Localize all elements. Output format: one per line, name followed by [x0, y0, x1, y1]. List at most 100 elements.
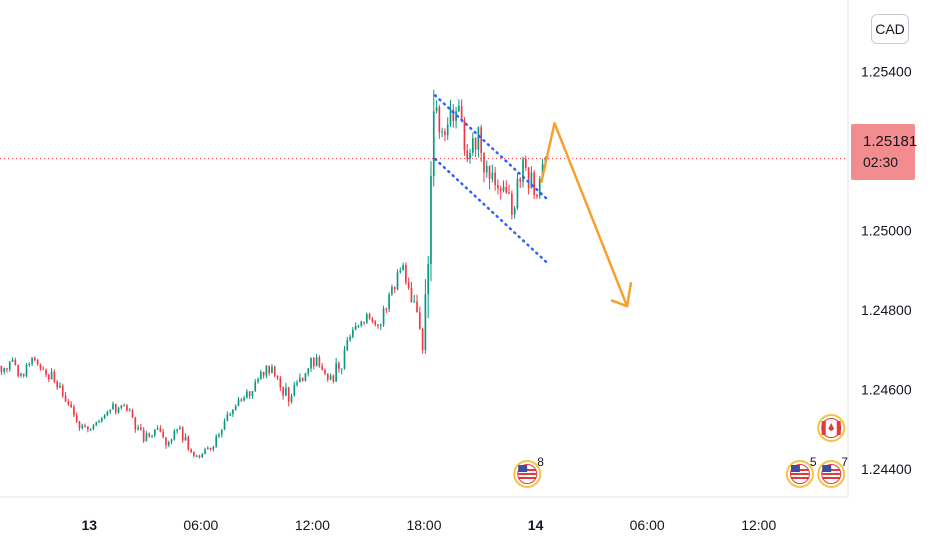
candle-body — [432, 111, 435, 176]
candle-body — [248, 391, 251, 397]
candle-body — [438, 107, 441, 133]
candle-body — [416, 301, 418, 313]
candle — [396, 269, 399, 291]
candle — [162, 428, 165, 439]
candle-body — [343, 349, 346, 369]
candle — [483, 152, 485, 183]
candle — [184, 433, 187, 441]
candle — [538, 175, 541, 199]
candle — [279, 375, 282, 391]
candle-body — [346, 339, 349, 350]
drawing-annotations — [433, 94, 633, 308]
candle-body — [410, 288, 413, 303]
candle-body — [273, 366, 276, 376]
candle — [346, 336, 349, 352]
candle — [131, 408, 134, 419]
candle-body — [56, 381, 59, 388]
us-event-icon[interactable]: 7 — [817, 455, 848, 488]
candle — [262, 371, 265, 379]
candle — [379, 323, 382, 331]
us-event-icon[interactable]: 5 — [785, 455, 817, 488]
candle — [491, 164, 494, 183]
candle-body — [511, 193, 513, 215]
candle-body — [109, 409, 112, 412]
candle — [193, 451, 195, 458]
candle-body — [47, 374, 50, 380]
candle — [112, 401, 114, 410]
maple-leaf-icon — [828, 423, 835, 431]
candle-body — [388, 294, 390, 309]
candle — [357, 324, 360, 329]
candle-body — [368, 314, 371, 319]
candle — [123, 403, 125, 407]
candle — [474, 137, 477, 158]
candle — [53, 369, 56, 384]
candle — [388, 292, 390, 313]
candle-body — [81, 425, 84, 429]
candle — [338, 361, 340, 373]
candle-body — [153, 429, 156, 436]
candle-body — [421, 328, 424, 350]
candle-body — [513, 208, 516, 215]
candle-body — [477, 127, 480, 150]
canada-event-icon[interactable] — [817, 414, 846, 442]
candle — [78, 420, 81, 431]
candle — [153, 429, 156, 438]
candle — [59, 382, 61, 389]
candle-body — [254, 381, 257, 392]
candle-body — [449, 109, 452, 125]
us-event-icon[interactable]: 8 — [513, 455, 544, 488]
candle — [444, 128, 446, 141]
candle — [106, 410, 109, 417]
candle-body — [53, 371, 56, 382]
candle-body — [39, 364, 42, 369]
candle-body — [463, 121, 466, 151]
candle — [271, 363, 273, 374]
candle — [11, 357, 14, 363]
candle-body — [148, 433, 151, 437]
candle-body — [516, 178, 519, 209]
candle — [142, 427, 145, 443]
candle-body — [128, 410, 131, 412]
candle-body — [259, 371, 262, 379]
y-tick-label: 1.24600 — [861, 382, 912, 398]
candle — [413, 294, 416, 303]
candle — [179, 425, 181, 430]
x-tick-label: 13 — [81, 517, 97, 533]
candle-body — [142, 429, 145, 442]
currency-badge[interactable]: CAD — [871, 14, 909, 44]
candle — [432, 89, 435, 187]
candle-body — [218, 434, 220, 437]
candle-body — [508, 192, 510, 194]
candle — [371, 316, 374, 324]
candle-body — [360, 321, 363, 326]
candle-body — [42, 368, 45, 370]
candle-body — [293, 384, 296, 396]
candle — [399, 267, 402, 274]
candle — [218, 432, 220, 439]
candle-body — [173, 431, 176, 440]
us-flag-canton — [822, 465, 832, 472]
candle — [455, 106, 457, 129]
candle — [285, 382, 287, 397]
candle — [128, 408, 131, 412]
candle-body — [488, 165, 491, 179]
candle-body — [126, 405, 128, 411]
candle — [446, 117, 449, 140]
candle — [349, 334, 351, 342]
event-count: 7 — [841, 455, 848, 469]
candle-body — [290, 395, 293, 402]
candle-body — [28, 363, 31, 365]
candle-body — [265, 365, 268, 376]
x-tick-label: 18:00 — [406, 517, 441, 533]
us-flag-canton — [790, 465, 800, 472]
candle-body — [527, 167, 530, 189]
candle — [145, 431, 148, 442]
candle — [497, 179, 499, 195]
candle-body — [393, 286, 396, 290]
candle-body — [195, 455, 198, 457]
candle-body — [385, 308, 388, 310]
event-count: 5 — [810, 455, 817, 469]
candle-body — [340, 368, 343, 370]
